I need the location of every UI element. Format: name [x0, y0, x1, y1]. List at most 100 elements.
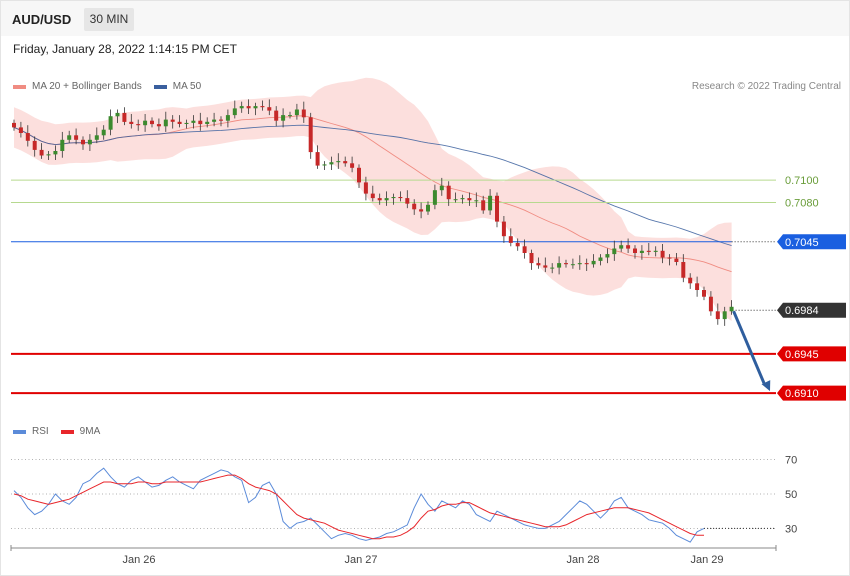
- candle-body: [405, 198, 410, 204]
- x-tick-label: Jan 27: [344, 554, 377, 566]
- rsi-legend: RSI 9MA: [13, 426, 112, 437]
- legend-label-ma50: MA 50: [172, 81, 202, 92]
- candle-body: [591, 260, 596, 265]
- candle-body: [391, 197, 396, 199]
- candle-body: [136, 124, 141, 126]
- candle-body: [60, 139, 65, 151]
- candle-body: [177, 121, 182, 124]
- candle-body: [32, 140, 37, 150]
- candle-body: [219, 119, 223, 121]
- candle-body: [246, 106, 251, 109]
- candle-body: [412, 203, 417, 210]
- candle-body: [419, 209, 424, 212]
- price-tag-box: [777, 234, 846, 250]
- forecast-arrow-head: [761, 380, 771, 392]
- candle-body: [205, 121, 210, 124]
- price-tag-label: 0.7045: [785, 237, 819, 249]
- candle-body: [239, 106, 244, 109]
- candle-body: [357, 167, 361, 183]
- candle-body: [294, 109, 299, 116]
- timeframe-badge[interactable]: 30 MIN: [84, 8, 134, 31]
- candle-body: [53, 151, 58, 155]
- candle-body: [281, 115, 286, 121]
- candle-body: [87, 139, 92, 145]
- candle-body: [681, 262, 686, 278]
- price-tag-box: [777, 346, 846, 362]
- research-credit: Research © 2022 Trading Central: [691, 81, 841, 92]
- candle-body: [529, 253, 534, 264]
- candle-body: [267, 107, 272, 111]
- candle-body: [253, 106, 258, 109]
- ma50-swatch: [153, 84, 167, 89]
- time-axis: Jan 26 Jan 27 Jan 28 Jan 29: [10, 545, 777, 566]
- forecast-arrow-layer: [732, 310, 771, 392]
- candle-body: [322, 164, 327, 166]
- candle-body: [474, 200, 479, 202]
- candle-body: [446, 185, 451, 200]
- price-tag-support: 0.6910: [777, 385, 846, 401]
- candle-body: [74, 135, 79, 140]
- candle-body: [660, 250, 665, 258]
- rsi-tick-label: 50: [785, 489, 797, 501]
- chart-header: AUD/USD 30 MIN: [1, 1, 849, 36]
- price-legend: MA 20 + Bollinger Bands MA 50: [13, 81, 213, 92]
- legend-item-rsi: RSI: [13, 426, 49, 437]
- candle-body: [729, 306, 734, 312]
- price-tag-pivot: 0.7045: [777, 234, 846, 250]
- candle-body: [522, 246, 527, 253]
- price-tag-label: 0.6910: [785, 388, 819, 400]
- candle-body: [453, 199, 458, 201]
- candle-body: [674, 258, 679, 262]
- candle-body: [646, 250, 651, 252]
- ma50-line: [13, 124, 732, 247]
- candle-body: [308, 117, 313, 153]
- candle-body: [315, 152, 320, 166]
- candle-body: [225, 115, 230, 121]
- candle-body: [612, 248, 617, 255]
- rsi-panel: 30 50 70: [11, 455, 797, 543]
- timestamp: Friday, January 28, 2022 1:14:15 PM CET: [13, 42, 237, 56]
- candle-body: [184, 122, 189, 124]
- price-tag-label: 0.6945: [785, 349, 819, 361]
- price-tag-last: 0.6984: [777, 302, 846, 318]
- candle-body: [708, 296, 713, 312]
- x-tick-label: Jan 26: [122, 554, 155, 566]
- price-tag-minor: 0.7080: [785, 198, 819, 210]
- price-level-layer: [11, 179, 776, 395]
- candle-body: [633, 248, 637, 253]
- candle-body: [288, 115, 292, 117]
- candle-body: [501, 221, 506, 237]
- candle-body: [370, 193, 375, 199]
- x-tick-label: Jan 28: [566, 554, 599, 566]
- candle-body: [398, 197, 403, 199]
- candle-body: [363, 182, 368, 194]
- candle-body: [384, 198, 389, 201]
- ma20-swatch: [13, 84, 26, 89]
- candle-body: [688, 277, 693, 284]
- ma9-swatch: [60, 429, 74, 434]
- price-tag-box: [777, 385, 846, 401]
- candle-body: [439, 185, 444, 191]
- candle-body: [67, 135, 72, 140]
- legend-label-9ma: 9MA: [79, 426, 101, 437]
- candle-body: [191, 120, 196, 123]
- candle-body: [488, 195, 493, 211]
- price-tag-label: 0.7100: [785, 175, 819, 187]
- candle-body: [143, 120, 148, 126]
- candle-body: [577, 263, 582, 265]
- price-tag-minor: 0.7100: [785, 175, 819, 187]
- candle-body: [481, 200, 486, 211]
- candle-body: [12, 122, 16, 128]
- candle-body: [301, 109, 306, 118]
- candle-body: [46, 154, 51, 156]
- rsi-tick-label: 30: [785, 523, 797, 535]
- candle-body: [667, 257, 672, 259]
- candle-body: [25, 133, 30, 141]
- candle-body: [495, 195, 499, 222]
- candle-body: [18, 127, 23, 133]
- legend-item-ma20: MA 20 + Bollinger Bands: [13, 81, 142, 92]
- candle-body: [639, 250, 644, 253]
- candle-body: [653, 250, 658, 252]
- candle-body: [722, 311, 727, 320]
